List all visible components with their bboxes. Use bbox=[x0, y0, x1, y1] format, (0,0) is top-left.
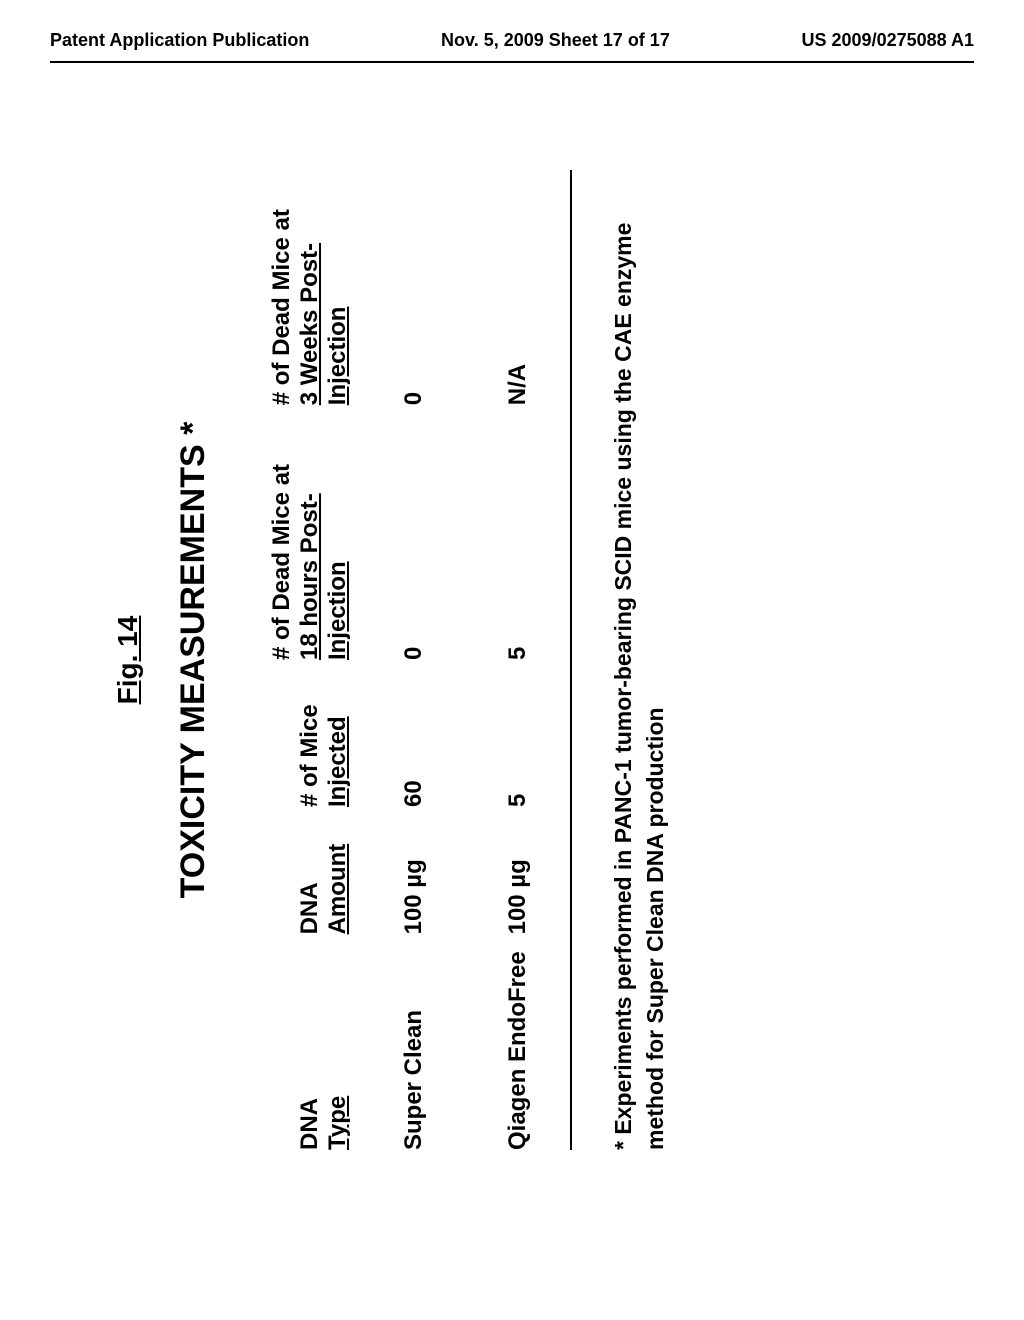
table-row: Qiagen EndoFree 100 µg 5 5 N/A bbox=[466, 170, 570, 1150]
header-rule bbox=[50, 61, 974, 63]
col-header-dna-amount: DNA Amount bbox=[258, 807, 362, 934]
table-header-row: DNA Type DNA Amount # of Mice Injected #… bbox=[258, 170, 362, 1150]
table-bottom-rule bbox=[570, 170, 572, 1150]
footnote: * Experiments performed in PANC-1 tumor-… bbox=[607, 170, 671, 1150]
cell-dead-18h: 0 bbox=[362, 405, 466, 660]
cell-dead-3w: N/A bbox=[466, 170, 570, 405]
cell-dna-type: Qiagen EndoFree bbox=[466, 934, 570, 1150]
figure-content: Fig. 14 TOXICITY MEASUREMENTS * DNA Type… bbox=[72, 110, 952, 1210]
cell-dna-amount: 100 µg bbox=[362, 807, 466, 934]
header-left: Patent Application Publication bbox=[50, 30, 309, 51]
col-header-mice-injected: # of Mice Injected bbox=[258, 660, 362, 807]
cell-dna-amount: 100 µg bbox=[466, 807, 570, 934]
col-header-dead-3w: # of Dead Mice at 3 Weeks Post-Injection bbox=[258, 170, 362, 405]
cell-mice-injected: 60 bbox=[362, 660, 466, 807]
col-header-dead-18h: # of Dead Mice at 18 hours Post-Injectio… bbox=[258, 405, 362, 660]
table-row: Super Clean 100 µg 60 0 0 bbox=[362, 170, 466, 1150]
col-header-dna-type: DNA Type bbox=[258, 934, 362, 1150]
header-right: US 2009/0275088 A1 bbox=[802, 30, 974, 51]
toxicity-table: DNA Type DNA Amount # of Mice Injected #… bbox=[258, 170, 572, 1150]
cell-mice-injected: 5 bbox=[466, 660, 570, 807]
cell-dna-type: Super Clean bbox=[362, 934, 466, 1150]
cell-dead-18h: 5 bbox=[466, 405, 570, 660]
figure-label: Fig. 14 bbox=[112, 170, 144, 1150]
page-header: Patent Application Publication Nov. 5, 2… bbox=[0, 0, 1024, 61]
cell-dead-3w: 0 bbox=[362, 170, 466, 405]
figure-title: TOXICITY MEASUREMENTS * bbox=[174, 170, 213, 1150]
header-center: Nov. 5, 2009 Sheet 17 of 17 bbox=[441, 30, 670, 51]
